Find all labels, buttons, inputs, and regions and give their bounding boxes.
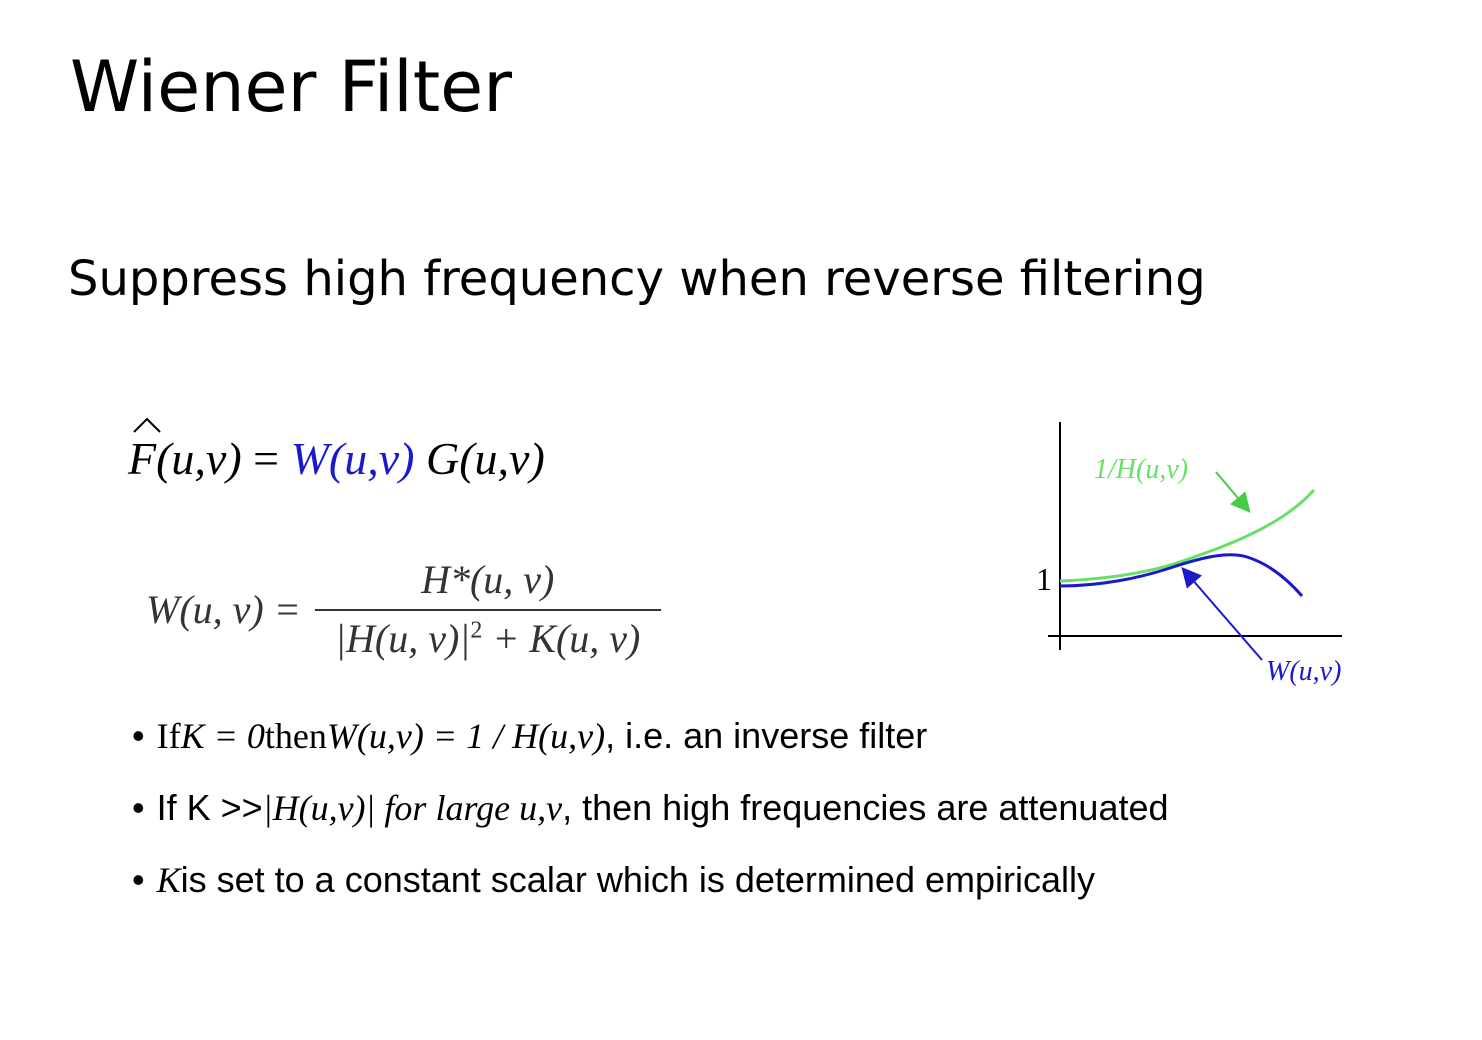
- hat-accent: [133, 417, 161, 433]
- fraction-bar: [314, 609, 661, 611]
- w-definition-lhs: W(u, v) =: [146, 586, 301, 632]
- inverse-label-arrow: [1215, 471, 1251, 514]
- fraction-denominator: |H(u, v)|2 + K(u, v): [329, 611, 646, 662]
- bullet-text: is set to a constant scalar which is det…: [180, 859, 1096, 900]
- bullet-item: • K is set to a constant scalar which is…: [132, 862, 1169, 934]
- g-term: G(u,v): [414, 433, 545, 484]
- bullet-marker: •: [132, 859, 145, 900]
- denominator-part-b: + K(u, v): [482, 616, 641, 661]
- equals-sign: =: [241, 433, 291, 484]
- y-tick-label: 1: [1036, 561, 1052, 597]
- inverse-filter-label: 1/H(u,v): [1094, 454, 1188, 485]
- wiener-equation: F(u,v) = W(u,v) G(u,v): [128, 417, 545, 484]
- wiener-label-arrow: [1181, 566, 1263, 661]
- bullet-text: If K >>: [156, 787, 263, 828]
- bullet-list: • If K = 0 then W(u,v) = 1 / H(u,v) , i.…: [132, 718, 1169, 934]
- bullet-text: If: [156, 716, 181, 756]
- wiener-filter-label: W(u,v): [1266, 656, 1341, 687]
- bullet-math: K = 0: [180, 716, 265, 756]
- fraction-numerator: H*(u, v): [421, 557, 555, 602]
- bullet-math: |H(u,v)| for large u,v: [262, 788, 563, 828]
- bullet-text: , i.e. an inverse filter: [605, 715, 928, 756]
- slide-title: Wiener Filter: [70, 46, 513, 128]
- bullet-text: then: [264, 716, 327, 756]
- denominator-exponent: 2: [470, 617, 483, 644]
- bullet-math: W(u,v) = 1 / H(u,v): [326, 716, 606, 756]
- w-term: W(u,v): [290, 433, 415, 484]
- bullet-item: • If K = 0 then W(u,v) = 1 / H(u,v) , i.…: [132, 718, 1169, 790]
- wiener-filter-curve: [1059, 553, 1304, 597]
- bullet-item: • If K >> |H(u,v)| for large u,v , then …: [132, 790, 1169, 862]
- bullet-marker: •: [132, 715, 145, 756]
- fraction: H*(u, v) |H(u, v)|2 + K(u, v): [314, 556, 661, 662]
- denominator-part-a: |H(u, v)|: [335, 616, 471, 661]
- bullet-math: K: [156, 860, 181, 900]
- w-definition: W(u, v) = H*(u, v) |H(u, v)|2 + K(u, v): [146, 556, 661, 662]
- filter-response-plot: 1 1/H(u,v) W(u,v): [1036, 422, 1342, 687]
- inverse-filter-curve: [1059, 488, 1316, 583]
- bullet-marker: •: [132, 787, 145, 828]
- slide-subtitle: Suppress high frequency when reverse fil…: [68, 251, 1206, 307]
- f-hat-term: F(u,v): [128, 417, 242, 484]
- bullet-text: , then high frequencies are attenuated: [562, 787, 1169, 828]
- f-hat-label: F(u,v): [128, 433, 242, 484]
